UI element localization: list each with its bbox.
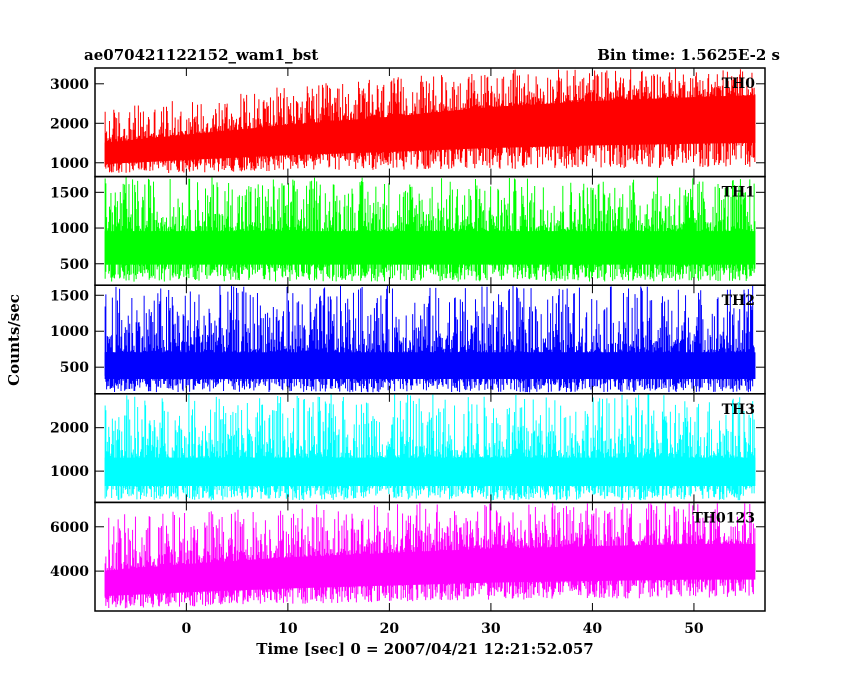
chart-subtitle: Bin time: 1.5625E-2 s: [597, 46, 780, 64]
y-tick-label: 1000: [50, 464, 89, 480]
y-tick-label: 500: [60, 257, 89, 273]
series-th0123-body: [104, 544, 756, 597]
series-th0-body: [104, 95, 756, 165]
panel-th1: 500 1000 1500 TH1: [50, 175, 766, 286]
y-tick-label: 1000: [50, 156, 89, 172]
y-tick-label: 1500: [50, 288, 89, 304]
series-th3-body: [104, 457, 756, 486]
y-tick-label: 4000: [50, 564, 89, 580]
y-tick-label: 2000: [50, 421, 89, 437]
panel-label: TH0: [722, 76, 756, 92]
x-tick-label: 0: [181, 621, 191, 637]
panel-th3: 1000 2000 TH3: [50, 393, 766, 504]
panel-th0: 1000 2000 3000 TH0: [50, 67, 766, 178]
panel-frame: [94, 501, 766, 612]
x-tick-label: 30: [481, 621, 501, 637]
y-tick-label: 1000: [50, 324, 89, 340]
series-th1-body: [104, 231, 756, 265]
panel-label: TH0123: [692, 510, 755, 526]
y-tick-label: 1500: [50, 185, 89, 201]
panel-label: TH2: [722, 293, 755, 309]
panel-label: TH1: [722, 185, 755, 201]
y-tick-label: 6000: [50, 520, 89, 536]
y-tick-label: 500: [60, 360, 89, 376]
panel-th0123: 4000 6000 TH0123: [50, 501, 766, 612]
y-axis-label: Counts/sec: [5, 294, 23, 386]
x-tick-label: 40: [583, 621, 603, 637]
x-axis-label: Time [sec] 0 = 2007/04/21 12:21:52.057: [256, 640, 593, 658]
x-tick-label: 50: [684, 621, 704, 637]
series-th2-body: [104, 352, 756, 380]
chart-title: ae070421122152_wam1_bst: [84, 46, 318, 64]
y-tick-label: 2000: [50, 116, 89, 132]
x-tick-label: 10: [278, 621, 298, 637]
panel-label: TH3: [722, 402, 755, 418]
x-tick-label: 20: [380, 621, 400, 637]
series-th1-trace: [104, 177, 756, 282]
panel-th2: 500 1000 1500 TH2: [50, 284, 766, 395]
y-tick-label: 3000: [50, 77, 89, 93]
y-tick-label: 1000: [50, 221, 89, 237]
